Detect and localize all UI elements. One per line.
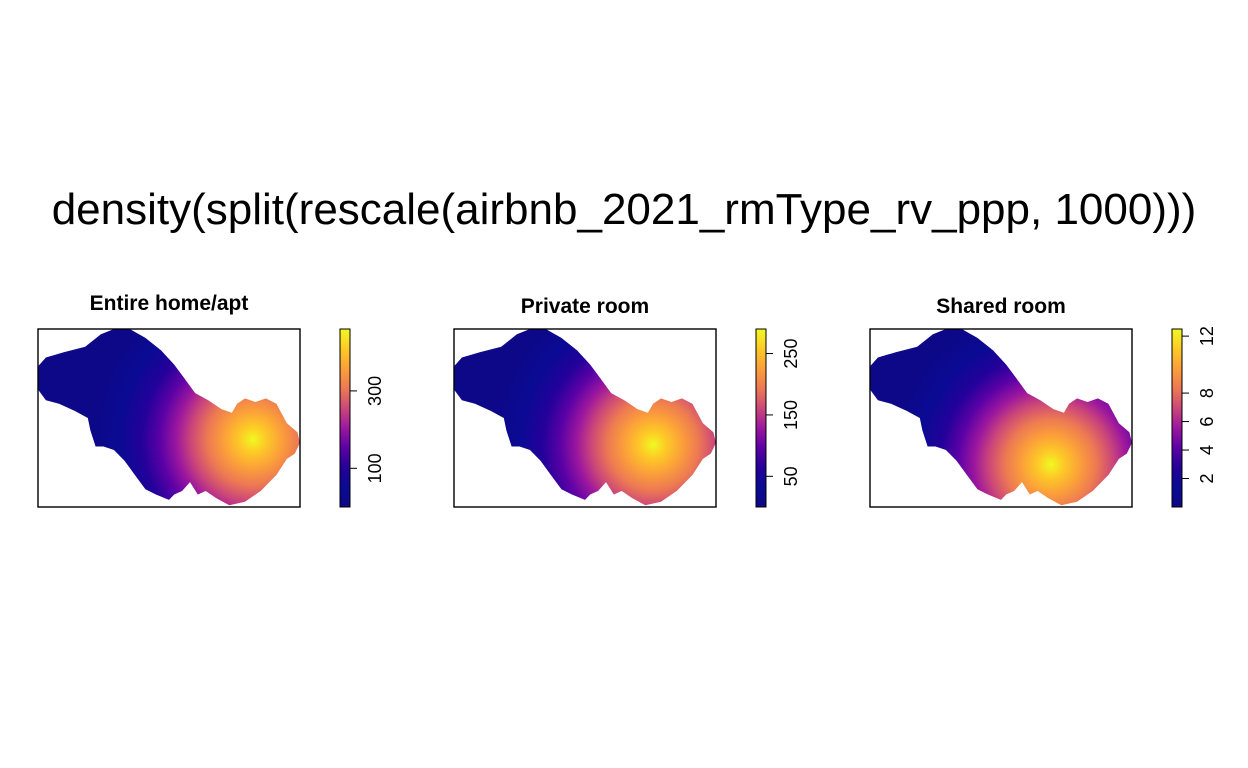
panel-title-entire-home: Entire home/apt	[89, 292, 249, 315]
panel-title-shared-room: Shared room	[936, 295, 1066, 318]
legend-tick-label: 100	[365, 453, 385, 483]
panel-shared-room: 2 4 6 8 12	[869, 326, 1217, 508]
legend-colorbar	[755, 328, 767, 508]
panel-frame	[869, 328, 1133, 508]
panel-private-room: 50 150 250	[453, 328, 801, 508]
panel-title-private-room: Private room	[520, 295, 650, 318]
density-region	[454, 329, 716, 506]
legend-tick-label: 250	[781, 339, 801, 369]
legend-tick-label: 6	[1197, 417, 1217, 427]
legend-tick-label: 150	[781, 400, 801, 430]
panel-frame	[37, 328, 301, 508]
legend-colorbar	[339, 328, 351, 508]
legend-tick-label: 4	[1197, 445, 1217, 455]
panel-entire-home: 100 300	[37, 328, 385, 508]
legend-tick-label: 50	[781, 466, 801, 486]
density-region	[870, 329, 1132, 506]
legend-tick-label: 300	[365, 376, 385, 406]
legend-tick-label: 8	[1197, 388, 1217, 398]
main-title: density(split(rescale(airbnb_2021_rmType…	[51, 185, 1197, 234]
legend-colorbar	[1171, 328, 1183, 508]
density-region	[38, 329, 300, 506]
legend-tick-label: 2	[1197, 474, 1217, 484]
legend-tick-label: 12	[1197, 326, 1217, 346]
panel-frame	[453, 328, 717, 508]
